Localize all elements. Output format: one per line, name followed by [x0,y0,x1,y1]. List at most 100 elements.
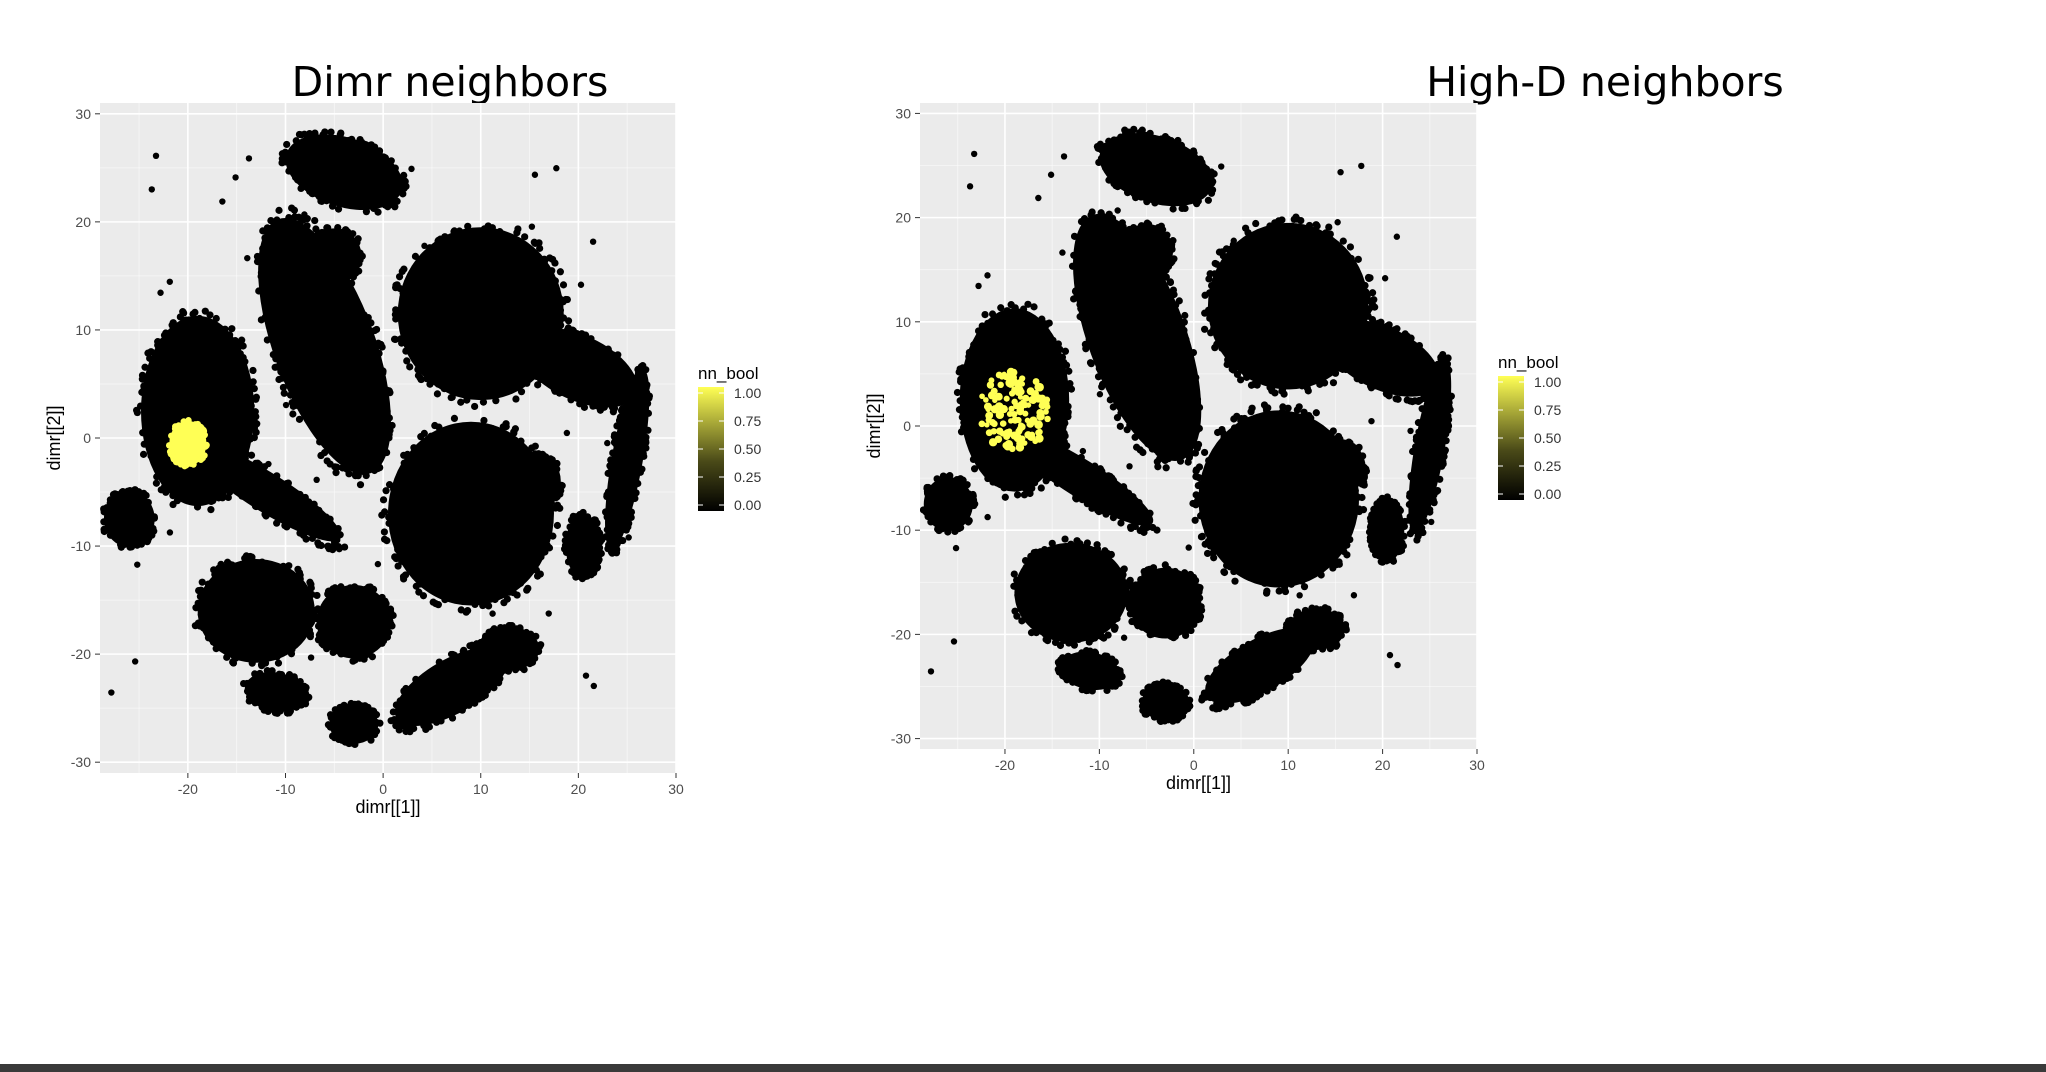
data-point [1060,441,1069,449]
data-point [523,586,531,594]
data-point [1101,164,1110,172]
cluster-points [244,672,307,712]
data-point [152,479,160,487]
neighbor-point [172,423,179,430]
data-point [1321,328,1329,336]
data-point [543,541,551,550]
data-point [1053,479,1062,487]
neighbor-point [986,381,995,389]
data-point [1185,544,1192,551]
data-point [434,329,442,336]
data-point [1369,289,1377,297]
data-point [210,566,218,574]
data-point [1190,384,1198,392]
data-point [1377,498,1385,506]
data-point [1370,505,1378,513]
data-point [1332,440,1340,449]
data-point [1326,230,1334,238]
data-point [1209,549,1217,557]
data-point [286,707,294,715]
data-point [1182,335,1190,344]
data-point [1253,693,1261,701]
data-point [1228,365,1236,373]
data-point [268,667,276,675]
data-point [367,355,375,363]
neighbor-point [1003,395,1010,402]
data-point [578,330,586,338]
data-point [534,381,542,389]
data-point [966,183,974,190]
data-point [1378,330,1385,338]
data-point [342,703,350,711]
data-point [1157,222,1165,230]
data-point [970,341,978,349]
data-point [169,328,177,336]
data-point [1195,586,1203,594]
data-point [537,553,545,561]
data-point [1205,275,1213,283]
data-point [284,479,292,488]
data-point [1082,345,1090,353]
data-point [622,385,630,393]
data-point [1316,426,1324,434]
data-point [1141,710,1149,718]
data-point [328,243,336,251]
data-point [1375,552,1383,560]
data-point [609,449,617,457]
neighbor-point [987,391,996,400]
data-point [381,508,389,516]
neighbor-point [185,417,192,424]
data-point [1298,382,1306,390]
data-point [389,485,398,493]
neighbor-point [1014,380,1022,389]
data-point [1439,460,1447,468]
data-point [324,615,332,622]
neighbor-point [984,402,993,411]
data-point [1196,158,1204,166]
data-point [1109,513,1118,522]
data-point [333,536,341,544]
scatter-panel-high-d: -20 -10 0 10 20 30 -30 -20 -10 0 10 20 30 dimr[[1]] di… [864,103,1561,793]
data-point [1197,533,1206,541]
data-point [1426,508,1434,516]
data-point [1167,137,1175,145]
x-tick-label: 30 [668,781,684,797]
data-point [1204,528,1212,536]
data-point [607,548,616,556]
data-point [1349,505,1358,513]
data-point [420,366,427,373]
data-point [1148,630,1156,638]
data-point [1412,443,1420,451]
data-point [1105,557,1113,565]
data-point [379,600,388,608]
data-point [614,537,622,546]
data-point [188,495,196,503]
data-point [1387,338,1395,345]
data-point [1244,372,1253,380]
data-point [1207,676,1215,685]
data-point [520,348,529,356]
data-point [1233,370,1242,379]
data-point [124,487,132,495]
data-point [312,225,320,233]
data-point [521,233,529,241]
data-point [970,150,978,158]
data-point [1137,193,1145,201]
data-point [1066,380,1074,388]
data-point [1133,226,1141,234]
cluster-points [480,627,540,671]
scatter-panel-dimr: -20 -10 0 10 20 30 -30 -20 -10 0 10 20 30 dimr[[1]] di… [44,103,761,817]
data-point [989,478,997,486]
data-point [291,173,300,182]
data-point [1443,369,1451,377]
data-point [1086,359,1095,367]
data-point [374,459,382,467]
data-point [426,244,434,252]
data-point [1089,606,1097,613]
data-point [1131,522,1139,531]
data-point [1358,162,1365,170]
data-point [1070,295,1078,303]
data-point [303,133,311,141]
data-point [1206,289,1214,297]
data-point [213,378,220,386]
